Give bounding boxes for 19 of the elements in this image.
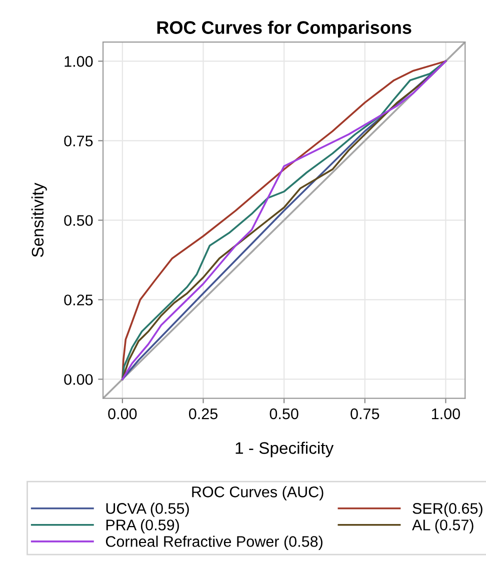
legend-label: SER(0.65): [412, 502, 482, 517]
legend-label: AL (0.57): [412, 519, 474, 534]
chart-title: ROC Curves for Comparisons: [157, 20, 412, 38]
legend-label: UCVA (0.55): [106, 502, 189, 517]
x-tick-label: 0.00: [108, 408, 137, 420]
y-tick-label: 1.00: [64, 56, 93, 67]
y-tick-label: 0.25: [64, 294, 93, 306]
legend-title: ROC Curves (AUC): [192, 486, 324, 500]
legend-label: PRA (0.59): [106, 519, 179, 534]
legend-label: Corneal Refractive Power (0.58): [106, 536, 322, 550]
x-tick-label: 1.00: [432, 408, 460, 420]
x-axis-title: 1 - Specificity: [236, 442, 334, 458]
x-tick-label: 0.25: [188, 408, 218, 420]
y-tick-label: 0.75: [64, 136, 93, 146]
x-tick-label: 0.75: [350, 408, 380, 420]
y-tick-label: 0.00: [64, 374, 93, 385]
y-tick-label: 0.50: [64, 215, 93, 226]
x-tick-label: 0.50: [270, 408, 298, 420]
y-axis-title: Sensitivity: [31, 182, 47, 257]
